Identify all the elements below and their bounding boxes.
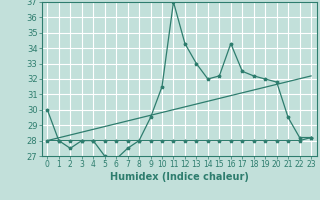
X-axis label: Humidex (Indice chaleur): Humidex (Indice chaleur) [110, 172, 249, 182]
